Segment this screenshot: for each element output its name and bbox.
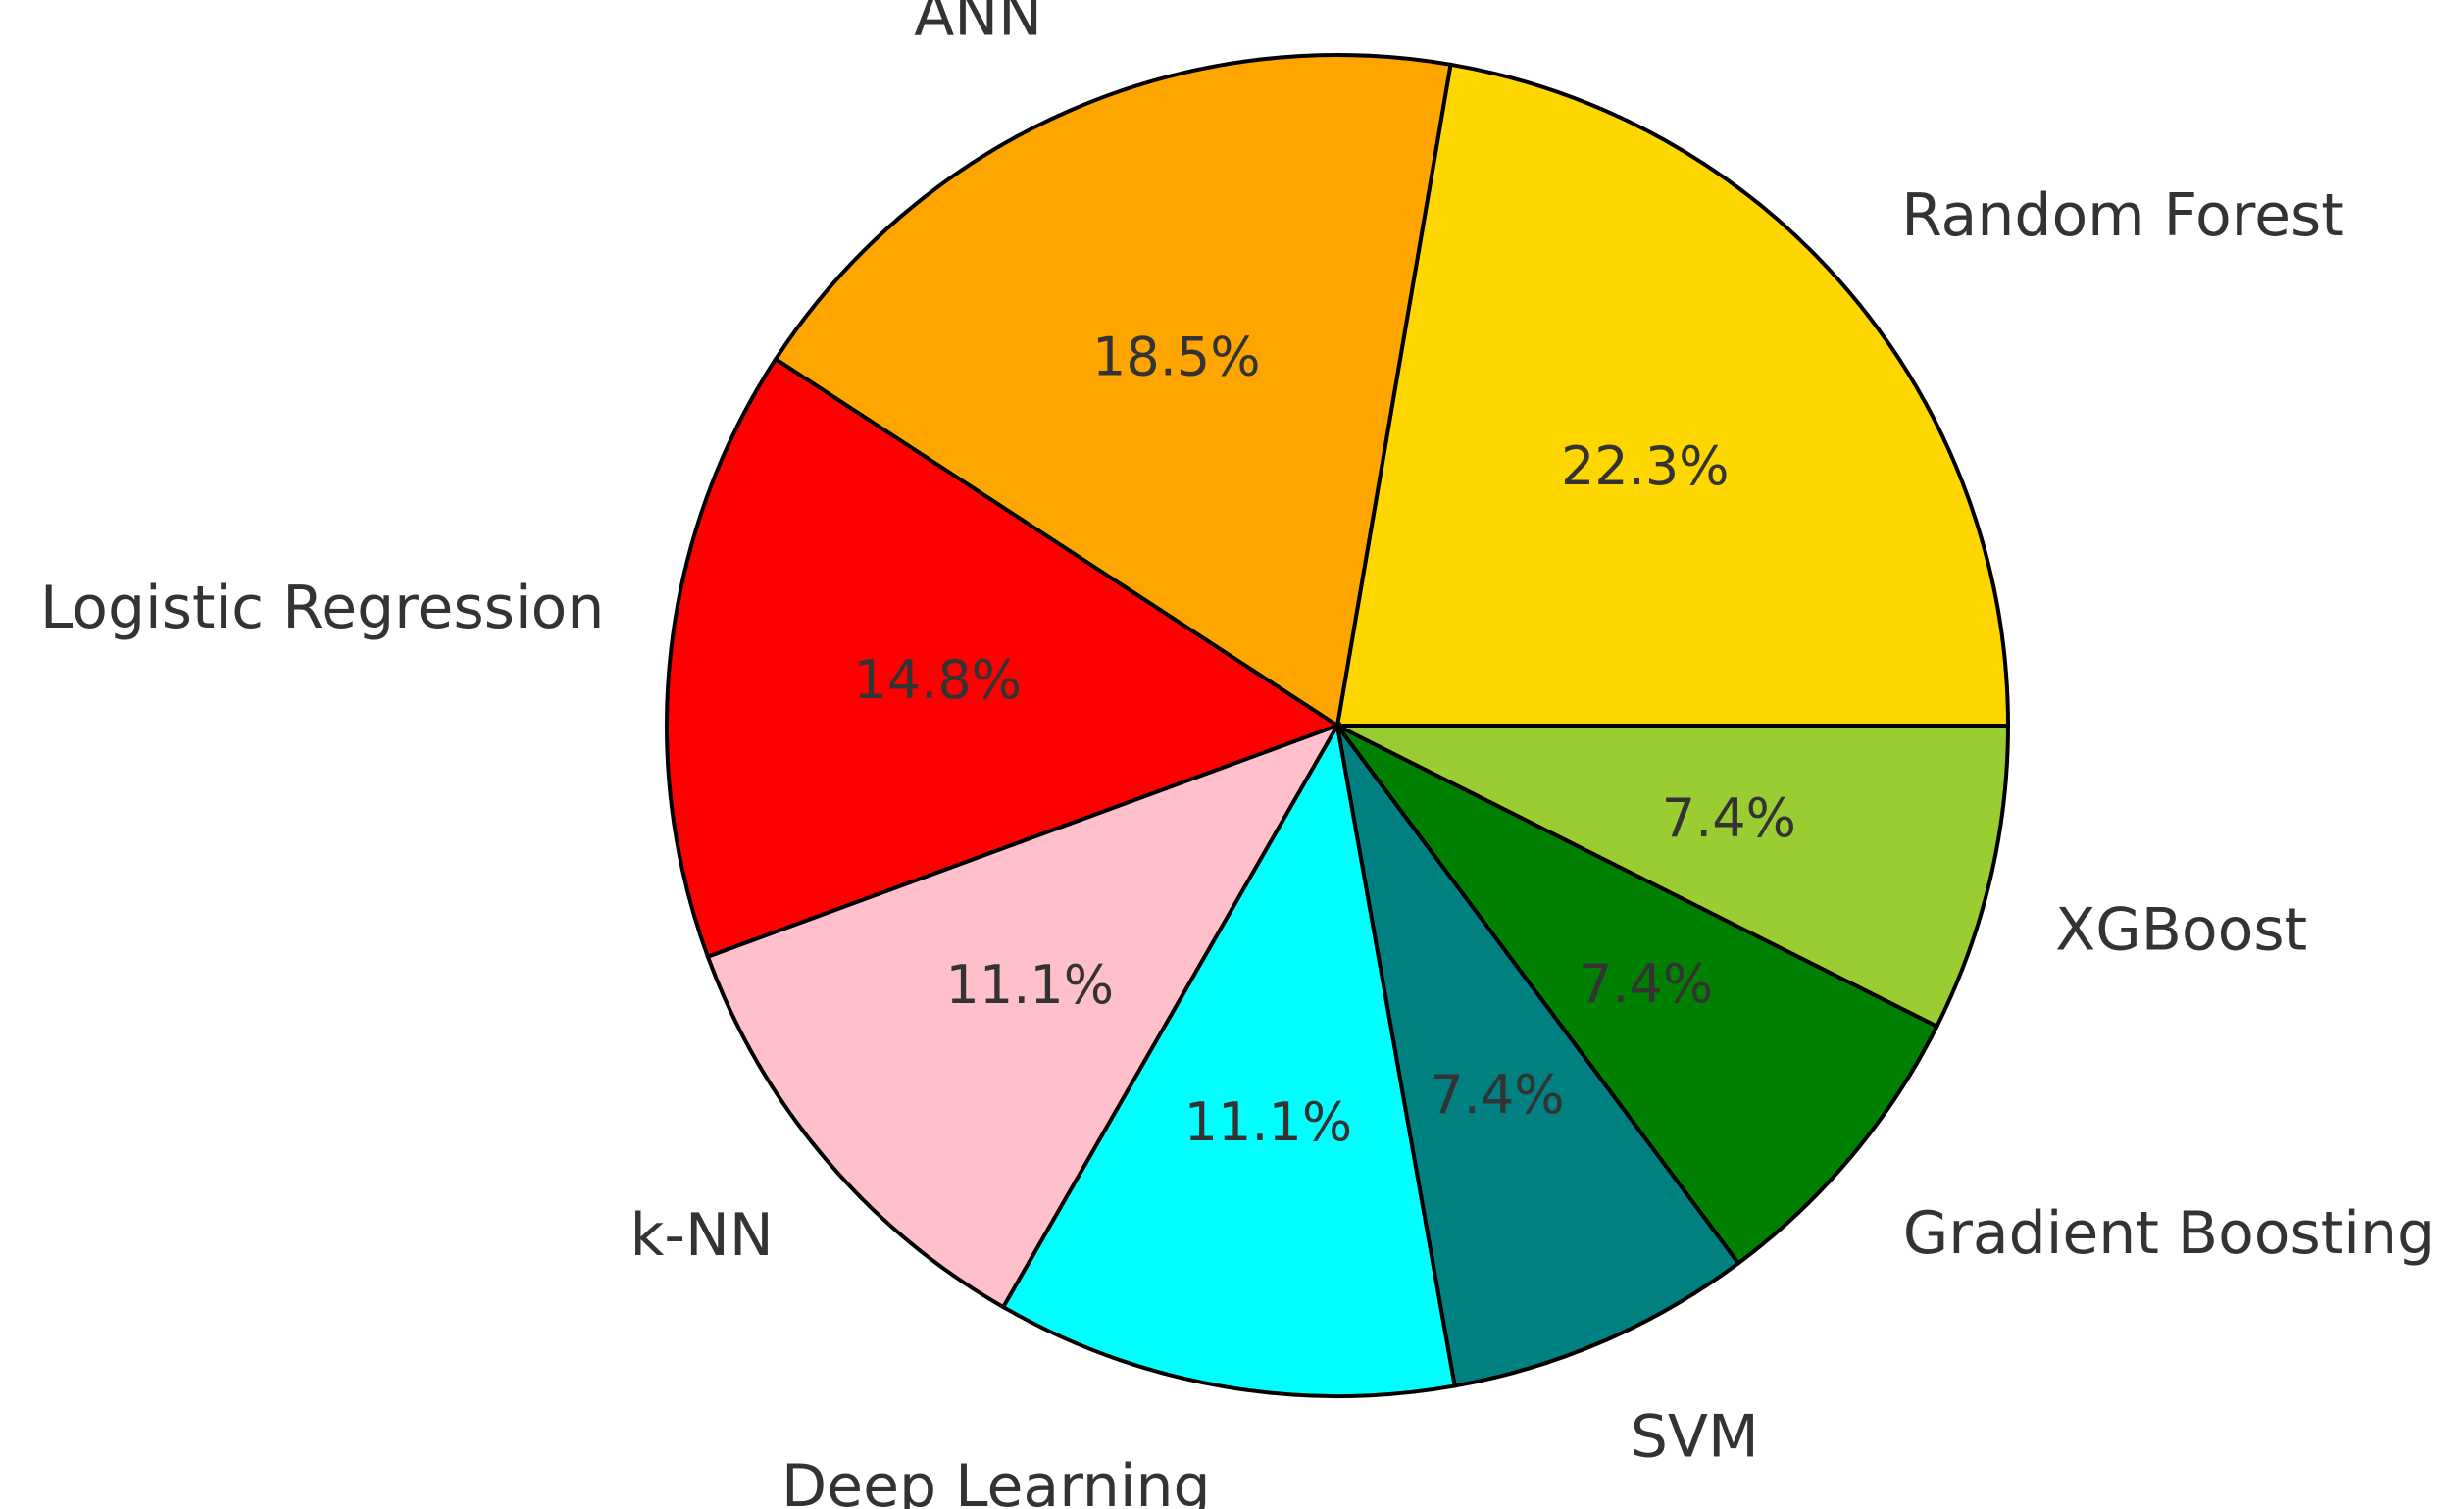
pct-label-random-forest: 22.3% [1561, 435, 1730, 497]
slice-label-gradient-boosting: Gradient Boosting [1903, 1199, 2435, 1268]
pie-slice-deep-learning [1000, 720, 1458, 1398]
pct-label-gradient-boosting: 7.4% [1579, 953, 1713, 1015]
slice-label-deep-learning: Deep Learning [781, 1452, 1211, 1509]
pct-label-xgboost: 7.4% [1662, 787, 1796, 849]
pct-label-svm: 7.4% [1430, 1064, 1564, 1126]
slice-label-logistic-regression: Logistic Regression [40, 574, 605, 642]
percentage-labels: 22.3%18.5%14.8%11.1%11.1% 7.4%7.4%7.4% [853, 326, 1796, 1152]
pct-label-ann: 18.5% [1092, 326, 1261, 387]
pie-slice-random-forest [1334, 62, 2011, 728]
pie-slice-xgboost [1336, 724, 2011, 1030]
pie-slice-logistic-regression [665, 356, 1342, 960]
slice-label-svm: SVM [1631, 1403, 1759, 1472]
pie-slice-ann [773, 53, 1453, 729]
pie-slice-gradient-boosting [1335, 724, 1940, 1267]
pct-label-k-nn: 11.1% [945, 954, 1114, 1016]
slice-label-random-forest: Random Forest [1901, 181, 2344, 250]
slice-label-xgboost: XGBoost [2055, 895, 2307, 964]
pie-slice-k-nn [705, 722, 1342, 1310]
pct-label-logistic-regression: 14.8% [853, 649, 1022, 711]
pie-slice-svm [1335, 724, 1741, 1388]
pct-label-deep-learning: 11.1% [1184, 1091, 1353, 1153]
pie-slices [665, 53, 2011, 1398]
slice-label-ann: ANN [914, 0, 1042, 49]
slice-labels: Random Forest ANN Logistic Regression k-NN D… [40, 0, 2435, 1509]
slice-label-k-nn: k-NN [630, 1201, 774, 1270]
